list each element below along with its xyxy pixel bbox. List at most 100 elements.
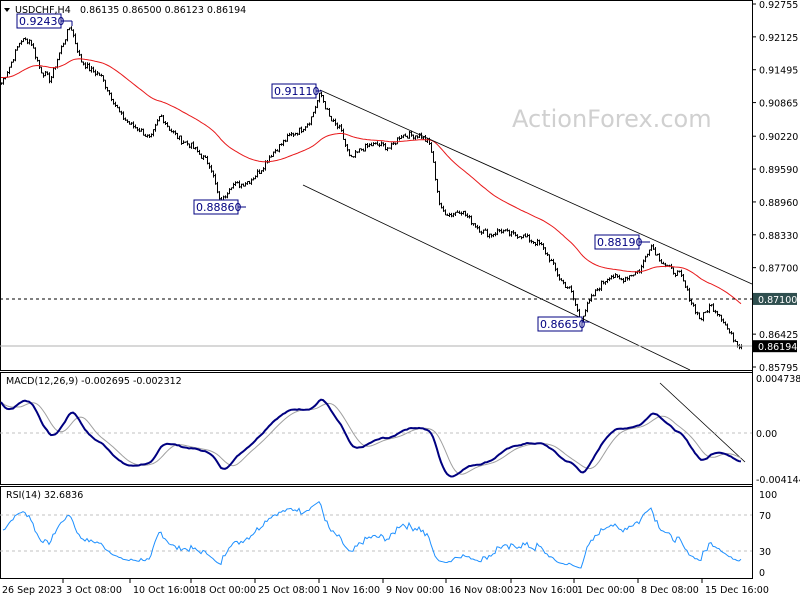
price-bar xyxy=(376,141,379,146)
price-bar xyxy=(738,344,741,350)
price-bar xyxy=(8,66,11,75)
price-bar xyxy=(530,239,533,244)
macd-trendline[interactable] xyxy=(659,382,746,463)
price-bar xyxy=(306,123,309,128)
price-bar xyxy=(432,151,435,163)
price-bar xyxy=(86,62,89,69)
price-bar xyxy=(280,143,283,146)
price-bar xyxy=(14,49,17,62)
price-bar xyxy=(452,212,455,218)
price-bar xyxy=(624,276,627,283)
price-bar xyxy=(74,33,77,45)
price-bar xyxy=(76,42,79,53)
price-bar xyxy=(188,143,191,149)
price-bar xyxy=(652,244,655,250)
rsi-y-label: 100 xyxy=(759,490,777,501)
price-bar xyxy=(120,110,123,115)
channel-lower-line[interactable] xyxy=(302,184,691,371)
price-bar xyxy=(40,66,43,74)
price-bar xyxy=(202,155,205,161)
price-bar xyxy=(300,126,303,134)
y-tick-label: 0.87700 xyxy=(759,264,798,275)
price-bar xyxy=(566,286,569,289)
price-bar xyxy=(88,62,91,72)
price-bar xyxy=(676,270,679,276)
price-bar xyxy=(622,278,625,284)
channel-upper-line[interactable] xyxy=(319,89,753,285)
price-bar xyxy=(720,314,723,322)
price-bar xyxy=(248,180,251,185)
x-tick-label: 9 Nov 00:00 xyxy=(386,585,444,596)
price-bar xyxy=(320,91,323,98)
price-bar xyxy=(332,118,335,123)
annotation-0.88860[interactable]: 0.88860 xyxy=(193,199,246,215)
price-bar xyxy=(116,104,119,109)
price-bar xyxy=(458,210,461,214)
price-bar xyxy=(26,38,29,45)
x-tick-label: 16 Nov 08:00 xyxy=(449,585,513,596)
price-bar xyxy=(600,280,603,291)
annotation-0.91110[interactable]: 0.91110 xyxy=(271,83,322,99)
price-bar xyxy=(170,128,173,133)
price-bar xyxy=(612,274,615,279)
price-bar xyxy=(702,312,705,322)
price-bar xyxy=(616,274,619,278)
price-bar xyxy=(630,274,633,277)
y-tick-label: 0.92755 xyxy=(759,0,798,11)
price-bar xyxy=(30,39,33,46)
price-bar xyxy=(726,323,729,330)
price-bar xyxy=(360,148,363,151)
price-bar xyxy=(554,262,557,272)
price-bar xyxy=(648,249,651,256)
x-tick-label: 1 Dec 00:00 xyxy=(577,585,635,596)
price-bar xyxy=(182,140,185,144)
collapse-triangle-icon[interactable] xyxy=(4,8,10,12)
price-bar xyxy=(478,225,481,233)
price-bar xyxy=(370,142,373,147)
price-bar xyxy=(374,142,377,145)
price-bar xyxy=(28,39,31,45)
price-bar xyxy=(642,259,645,269)
price-bar xyxy=(236,181,239,184)
price-bar xyxy=(82,61,85,66)
annotation-0.88190[interactable]: 0.88190 xyxy=(594,234,650,250)
price-bar xyxy=(674,272,677,278)
price-bar xyxy=(6,71,9,78)
price-bar xyxy=(372,142,375,147)
price-bar xyxy=(570,285,573,293)
price-bar xyxy=(256,169,259,178)
price-bar xyxy=(232,182,235,189)
price-bar xyxy=(556,267,559,277)
price-bar xyxy=(390,142,393,150)
price-bar xyxy=(130,122,133,125)
x-tick-label: 1 Nov 16:00 xyxy=(322,585,380,596)
price-bar xyxy=(684,280,687,289)
price-bar xyxy=(508,229,511,237)
svg-text:0.88860: 0.88860 xyxy=(196,201,242,214)
price-bar xyxy=(66,29,69,42)
price-bar xyxy=(316,99,319,109)
price-bar xyxy=(640,264,643,274)
price-bar xyxy=(328,108,331,117)
price-bar xyxy=(694,304,697,315)
price-bar xyxy=(224,195,227,199)
price-bar xyxy=(734,339,737,342)
price-bar xyxy=(644,255,647,263)
price-bar xyxy=(506,228,509,232)
y-tick-label: 0.90865 xyxy=(759,99,798,110)
price-bar xyxy=(560,278,563,282)
annotation-0.86650[interactable]: 0.86650 xyxy=(537,316,590,332)
price-bar xyxy=(92,66,95,73)
price-bar xyxy=(154,123,157,132)
price-bar xyxy=(24,37,27,41)
svg-text:0.86650: 0.86650 xyxy=(540,318,586,331)
price-bar xyxy=(614,273,617,278)
price-bar xyxy=(42,72,45,78)
price-bar xyxy=(482,229,485,234)
price-bar xyxy=(292,132,295,138)
price-bar xyxy=(520,236,523,240)
y-tick-label: 0.88330 xyxy=(759,231,798,242)
annotation-0.92430[interactable]: 0.92430 xyxy=(16,13,73,29)
price-bar xyxy=(480,230,483,235)
